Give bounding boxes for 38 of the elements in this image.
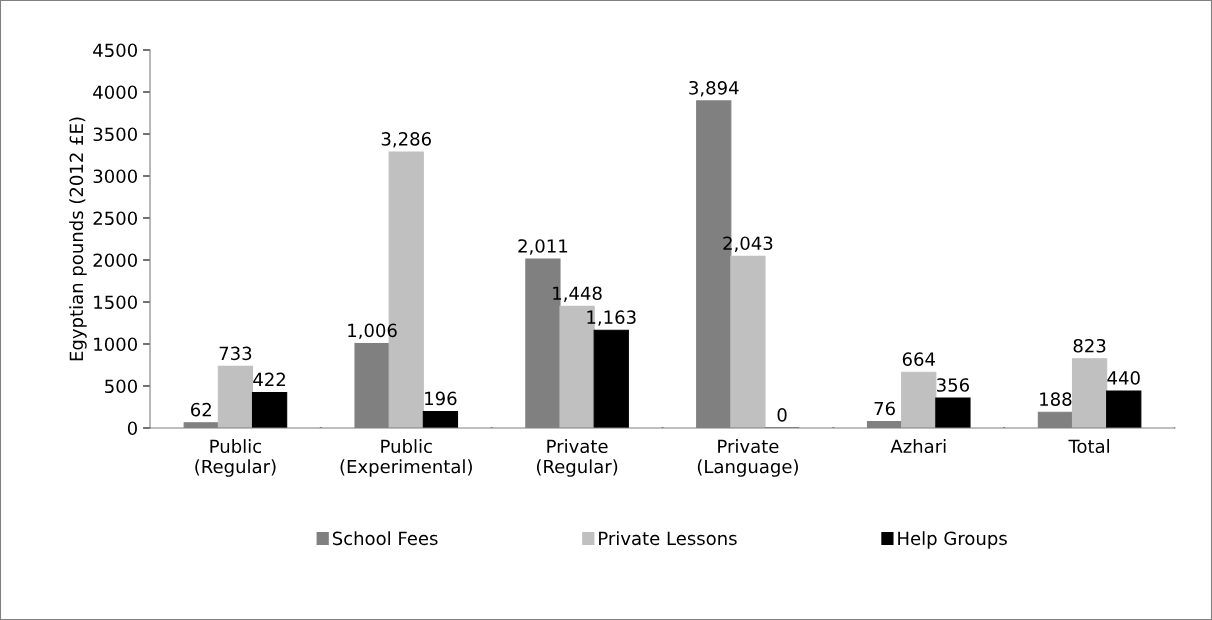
legend-label: Private Lessons <box>599 531 737 546</box>
y-tick-label: 3500 <box>93 127 137 142</box>
y-tick-label: 0 <box>127 421 137 436</box>
legend-label: School Fees <box>332 531 438 546</box>
data-label: 76 <box>874 401 895 416</box>
data-label: 664 <box>902 352 935 366</box>
data-label: 3,894 <box>689 80 739 97</box>
x-tick-label: Total <box>1068 439 1109 454</box>
y-tick-label: 4500 <box>93 43 137 58</box>
data-label: 62 <box>191 402 211 417</box>
x-tick-label: Azhari <box>890 439 946 454</box>
legend-label: Help Groups <box>898 531 1007 549</box>
data-label: 2,011 <box>518 239 568 255</box>
data-label: 188 <box>1040 392 1072 406</box>
data-label: 823 <box>1073 338 1106 353</box>
y-axis-title: Egyptian pounds (2012 £E) <box>69 117 87 361</box>
data-label: 733 <box>219 346 252 361</box>
x-tick-label: Private (Language) <box>697 439 798 477</box>
data-label: 2,043 <box>723 236 773 252</box>
data-label: 3,286 <box>381 132 431 148</box>
data-label: 1,163 <box>587 310 636 326</box>
data-label: 1,448 <box>553 286 602 302</box>
y-tick-label: 3000 <box>93 169 137 184</box>
y-tick-label: 2000 <box>93 253 137 268</box>
data-label: 196 <box>425 391 457 406</box>
data-label: 440 <box>1107 371 1140 385</box>
data-label: 0 <box>777 408 787 422</box>
y-tick-label: 500 <box>105 379 137 394</box>
x-tick-label: Private (Regular) <box>536 439 618 477</box>
y-tick-label: 1500 <box>94 295 137 310</box>
y-tick-label: 1000 <box>94 337 137 352</box>
data-label: 1,006 <box>348 323 397 340</box>
data-label: 422 <box>253 372 286 387</box>
y-tick-label: 2500 <box>93 211 137 226</box>
x-tick-label: Public (Regular) <box>195 439 276 477</box>
x-tick-label: Public (Experimental) <box>340 439 472 477</box>
y-tick-label: 4000 <box>93 85 137 100</box>
data-label: 356 <box>937 378 970 392</box>
